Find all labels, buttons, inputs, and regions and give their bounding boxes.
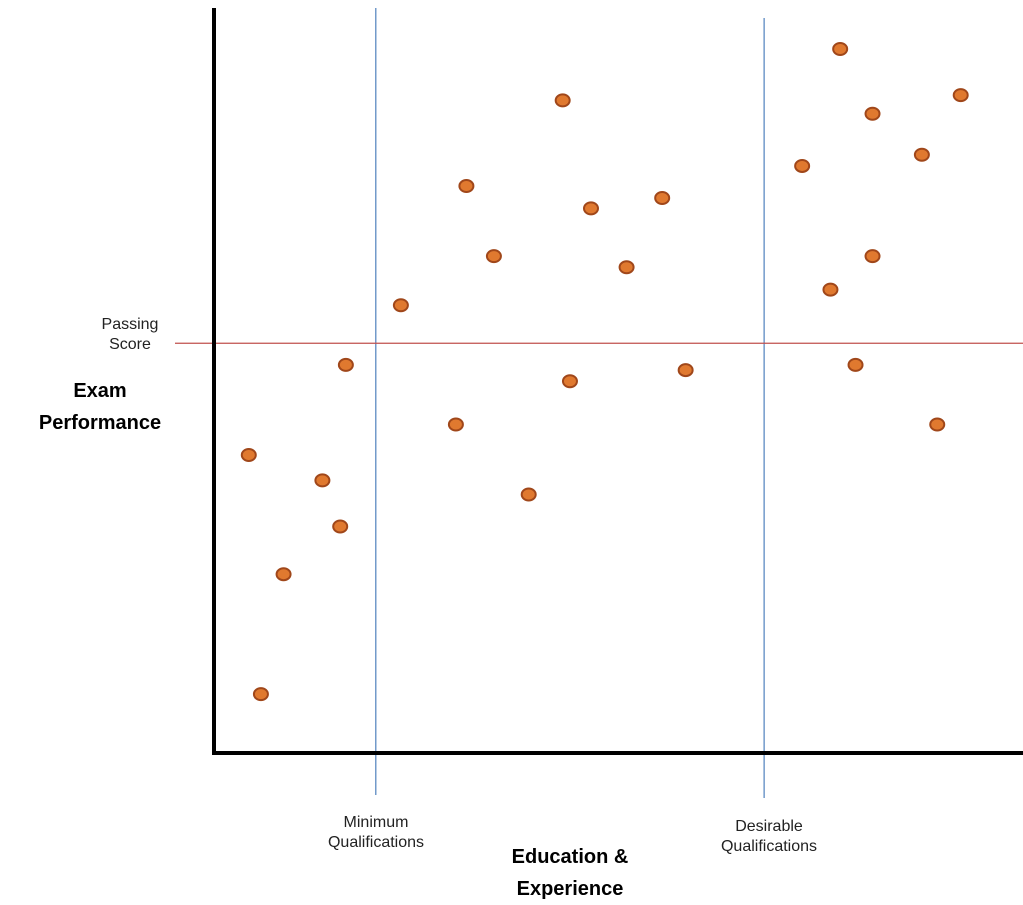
minimum-qualifications-label: Minimum Qualifications <box>300 813 452 853</box>
data-point <box>447 417 464 432</box>
desirable-qualifications-label: Desirable Qualifications <box>693 817 845 857</box>
data-points <box>240 41 969 702</box>
data-point <box>332 519 349 534</box>
data-point <box>832 41 849 56</box>
y-axis-label-line2: Performance <box>38 412 162 434</box>
data-point <box>847 357 864 372</box>
data-point <box>314 473 331 488</box>
data-point <box>275 567 292 582</box>
data-point <box>240 448 257 462</box>
desirable-qualifications-label-line2: Qualifications <box>720 838 818 855</box>
data-point <box>392 298 409 313</box>
data-point <box>458 179 475 194</box>
passing-score-label: Passing Score <box>78 315 182 355</box>
data-point <box>864 106 881 121</box>
data-point <box>520 487 537 502</box>
data-point <box>864 249 881 264</box>
minimum-qualifications-label-line2: Qualifications <box>327 834 425 851</box>
data-point <box>929 417 946 432</box>
y-axis-label-line1: Exam <box>73 380 127 402</box>
data-point <box>554 93 571 108</box>
data-point <box>485 249 502 264</box>
x-axis-label-line2: Experience <box>516 878 624 900</box>
data-point <box>582 201 599 216</box>
data-point <box>337 357 354 372</box>
data-point <box>822 282 839 297</box>
y-axis-label: Exam Performance <box>20 375 180 439</box>
data-point <box>794 158 811 173</box>
x-axis-label-line1: Education & <box>511 846 629 868</box>
data-point <box>913 147 930 162</box>
passing-score-label-line2: Score <box>109 336 151 353</box>
x-axis-label: Education & Experience <box>480 841 660 905</box>
data-point <box>677 363 694 378</box>
data-point <box>654 190 671 205</box>
data-point <box>618 260 635 275</box>
data-point <box>561 374 578 389</box>
desirable-qualifications-label-line1: Desirable <box>735 818 803 835</box>
axes <box>212 8 1023 755</box>
minimum-qualifications-label-line1: Minimum <box>343 814 409 831</box>
reference-lines <box>175 8 1023 798</box>
data-point <box>952 88 969 103</box>
data-point <box>252 687 269 702</box>
passing-score-label-line1: Passing <box>101 316 159 333</box>
